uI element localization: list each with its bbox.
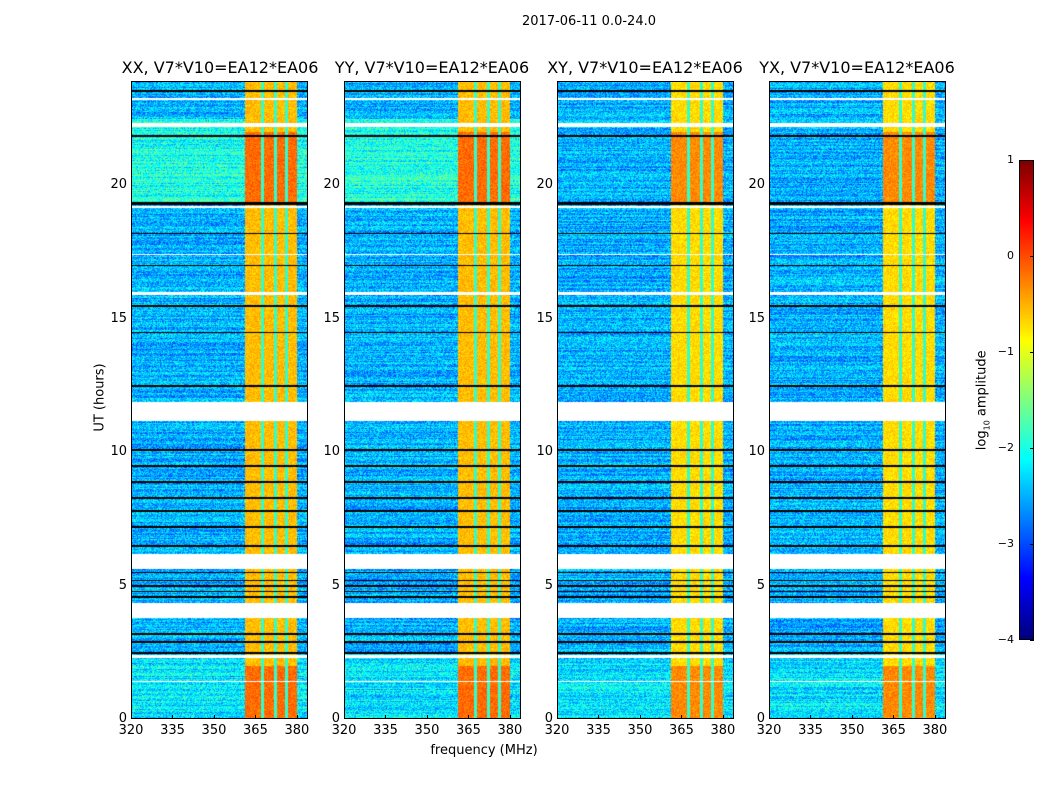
x-tick bbox=[934, 715, 936, 719]
x-tick-label: 350 bbox=[627, 723, 653, 738]
x-tick bbox=[639, 715, 641, 719]
y-tick-label: 5 bbox=[756, 577, 765, 593]
colorbar-tick-label: −2 bbox=[997, 441, 1014, 454]
x-tick bbox=[722, 715, 724, 719]
x-tick-label: 350 bbox=[201, 723, 227, 738]
colorbar-tick-label: 1 bbox=[1007, 153, 1014, 166]
x-tick bbox=[769, 715, 770, 719]
x-tick-label: 365 bbox=[456, 723, 481, 738]
panel-title-xy: XY, V7*V10=EA12*EA06 bbox=[547, 58, 743, 77]
x-tick bbox=[681, 715, 683, 719]
colorbar-tick-label: 0 bbox=[1007, 249, 1014, 262]
x-tick-label: 335 bbox=[160, 723, 185, 738]
x-tick-label: 380 bbox=[284, 723, 310, 738]
y-tick-label: 10 bbox=[748, 444, 765, 460]
y-tick-label: 5 bbox=[544, 577, 553, 593]
y-tick-label: 10 bbox=[110, 444, 127, 460]
x-tick bbox=[172, 715, 174, 719]
y-tick-label: 10 bbox=[323, 444, 340, 460]
y-tick-label: 0 bbox=[118, 711, 127, 726]
heatmap-xy bbox=[557, 81, 734, 719]
y-tick-label: 0 bbox=[756, 711, 765, 726]
x-tick-label: 380 bbox=[497, 723, 523, 738]
y-tick-label: 20 bbox=[323, 177, 340, 193]
colorbar-tick bbox=[1030, 160, 1034, 161]
x-tick-label: 380 bbox=[922, 723, 948, 738]
x-tick-label: 335 bbox=[798, 723, 823, 738]
x-tick-label: 380 bbox=[710, 723, 736, 738]
panel-title-xx: XX, V7*V10=EA12*EA06 bbox=[121, 58, 319, 77]
x-tick-label: 350 bbox=[839, 723, 865, 738]
y-tick-label: 0 bbox=[544, 711, 553, 726]
x-tick-label: 335 bbox=[586, 723, 611, 738]
x-tick bbox=[131, 715, 132, 719]
y-tick-label: 20 bbox=[110, 177, 127, 193]
x-tick bbox=[426, 715, 428, 719]
y-tick-label: 15 bbox=[323, 310, 340, 326]
heatmap-yy bbox=[344, 81, 521, 719]
y-tick-label: 20 bbox=[536, 177, 553, 193]
panel-title-yx: YX, V7*V10=EA12*EA06 bbox=[759, 58, 955, 77]
y-tick-label: 0 bbox=[331, 711, 340, 726]
x-tick bbox=[213, 715, 215, 719]
y-tick-label: 5 bbox=[331, 577, 340, 593]
x-tick bbox=[893, 715, 895, 719]
x-tick-label: 320 bbox=[331, 723, 357, 738]
x-tick-label: 365 bbox=[669, 723, 694, 738]
y-tick-label: 15 bbox=[110, 310, 127, 326]
colorbar bbox=[1019, 160, 1034, 640]
y-tick-label: 20 bbox=[748, 177, 765, 193]
x-tick-label: 320 bbox=[544, 723, 570, 738]
x-tick-label: 350 bbox=[414, 723, 440, 738]
heatmap-xx bbox=[131, 81, 308, 719]
x-tick-label: 365 bbox=[243, 723, 268, 738]
x-tick bbox=[385, 715, 387, 719]
colorbar-tick bbox=[1030, 544, 1034, 545]
x-tick bbox=[557, 715, 558, 719]
x-tick bbox=[296, 715, 298, 719]
x-tick bbox=[598, 715, 600, 719]
y-tick-label: 15 bbox=[748, 310, 765, 326]
x-tick-label: 320 bbox=[118, 723, 144, 738]
x-axis-label: frequency (MHz) bbox=[430, 743, 538, 758]
figure-title: 2017-06-11 0.0-24.0 bbox=[522, 14, 656, 29]
colorbar-tick bbox=[1030, 448, 1034, 449]
x-tick bbox=[344, 715, 345, 719]
colorbar-tick bbox=[1030, 256, 1034, 257]
x-tick bbox=[509, 715, 511, 719]
y-axis-label: UT (hours) bbox=[92, 363, 108, 432]
heatmap-yx bbox=[769, 81, 946, 719]
colorbar-tick-label: −3 bbox=[997, 537, 1014, 550]
x-tick bbox=[468, 715, 470, 719]
y-tick-label: 5 bbox=[118, 577, 127, 593]
colorbar-tick bbox=[1030, 352, 1034, 353]
colorbar-tick bbox=[1030, 640, 1034, 641]
colorbar-tick-label: −4 bbox=[997, 633, 1014, 646]
x-tick-label: 335 bbox=[373, 723, 398, 738]
panel-title-yy: YY, V7*V10=EA12*EA06 bbox=[334, 58, 530, 77]
y-tick-label: 15 bbox=[536, 310, 553, 326]
x-tick bbox=[810, 715, 812, 719]
x-tick bbox=[851, 715, 853, 719]
x-tick-label: 365 bbox=[881, 723, 906, 738]
x-tick bbox=[255, 715, 257, 719]
colorbar-label: log10 amplitude bbox=[974, 350, 992, 451]
x-tick-label: 320 bbox=[756, 723, 782, 738]
y-tick-label: 10 bbox=[536, 444, 553, 460]
colorbar-tick-label: −1 bbox=[997, 345, 1014, 358]
